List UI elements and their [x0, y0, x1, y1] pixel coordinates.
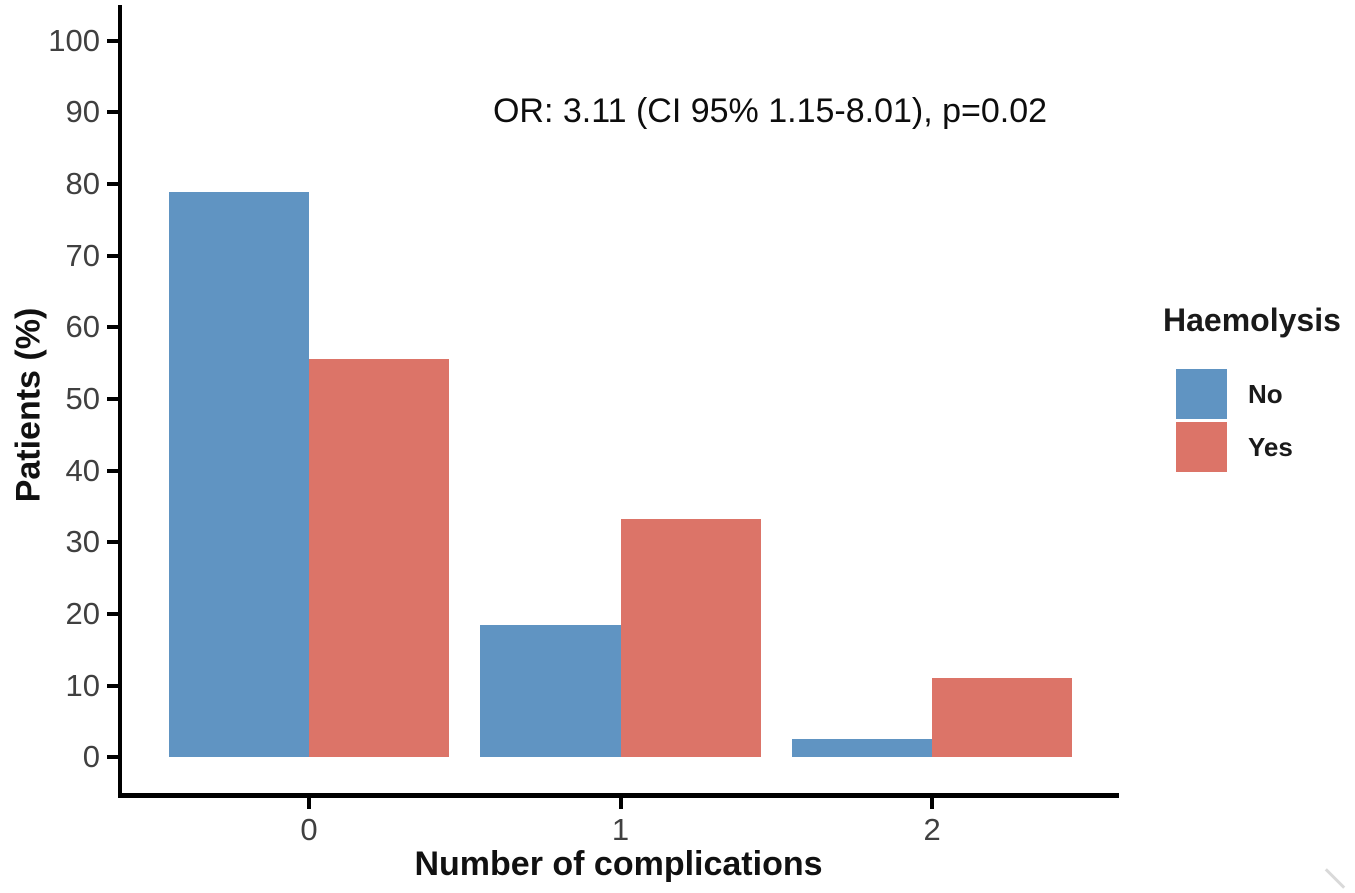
y-tick-label: 80	[65, 166, 100, 202]
bar-no-complications-1	[480, 625, 621, 758]
y-tick-label: 30	[65, 524, 100, 560]
bar-yes-complications-1	[620, 518, 761, 758]
y-tick-label: 0	[82, 739, 100, 775]
legend-swatch-yes	[1176, 422, 1227, 472]
y-tick-label: 20	[65, 595, 100, 631]
x-tick-label: 2	[923, 812, 941, 847]
bar-yes-complications-0	[308, 358, 450, 758]
y-tick-mark	[107, 540, 118, 545]
legend-title: Haemolysis	[1163, 302, 1341, 338]
legend-label-yes: Yes	[1248, 431, 1293, 462]
legend-label-no: No	[1248, 378, 1283, 409]
x-tick-mark	[618, 798, 623, 809]
y-tick-mark	[107, 683, 118, 688]
y-tick-mark	[107, 325, 118, 330]
x-tick-mark	[306, 798, 311, 809]
legend: Haemolysis No Yes	[1163, 302, 1355, 475]
y-tick-mark	[107, 182, 118, 187]
bar-no-complications-0	[168, 191, 309, 758]
y-tick-label: 60	[65, 309, 100, 345]
y-tick-mark	[107, 253, 118, 258]
bar-yes-complications-2	[932, 677, 1073, 758]
y-tick-label: 50	[65, 381, 100, 416]
x-axis-title: Number of complications	[414, 845, 823, 883]
x-tick-mark	[930, 798, 935, 809]
odds-ratio-annotation: OR: 3.11 (CI 95% 1.15-8.01), p=0.02	[492, 92, 1048, 130]
y-tick-mark	[107, 755, 118, 760]
y-axis-ticks: 0 10 20 30 40 50 60 70 80 90 100	[48, 5, 1119, 793]
y-tick-label: 100	[48, 22, 100, 58]
y-tick-mark	[107, 38, 118, 43]
corner-artifact	[1324, 868, 1346, 889]
y-tick-label: 90	[65, 94, 100, 130]
x-axis-ticks: 0 1 2	[122, 5, 1119, 847]
y-tick-label: 70	[65, 237, 100, 273]
y-tick-mark	[107, 110, 118, 115]
y-tick-mark	[107, 397, 118, 401]
bars-container	[122, 5, 1119, 793]
plot-panel: 0 10 20 30 40 50 60 70 80 90 100 0 1 2	[48, 5, 1119, 847]
legend-row-no: No	[1176, 369, 1355, 419]
x-tick-label: 1	[611, 812, 630, 847]
legend-items: No Yes	[1176, 369, 1355, 472]
legend-swatch-no	[1176, 369, 1227, 419]
bar-no-complications-2	[791, 738, 933, 758]
y-tick-label: 40	[65, 452, 100, 488]
y-tick-label: 10	[65, 667, 100, 703]
y-tick-mark	[107, 468, 118, 473]
y-tick-mark	[107, 611, 118, 616]
legend-row-yes: Yes	[1176, 422, 1355, 472]
x-tick-label: 0	[300, 812, 318, 847]
